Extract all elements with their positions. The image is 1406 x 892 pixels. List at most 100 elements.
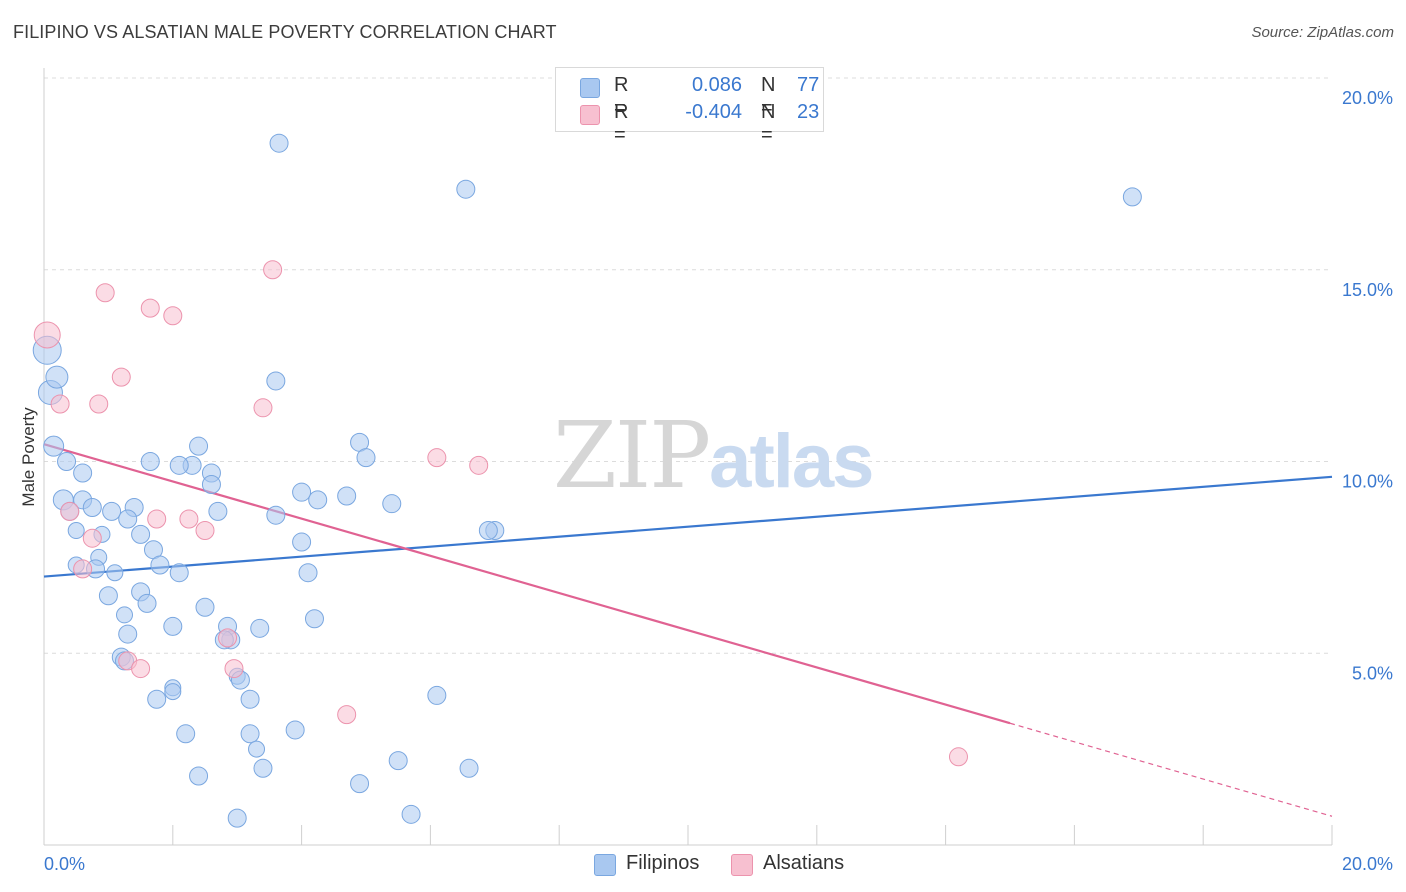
point-alsatians	[218, 628, 238, 648]
point-alsatians	[111, 367, 131, 387]
point-alsatians	[163, 306, 183, 326]
point-filipinos	[176, 724, 196, 744]
y-tick-label: 15.0%	[1342, 280, 1393, 300]
point-filipinos	[478, 521, 498, 541]
point-alsatians	[263, 260, 283, 280]
point-filipinos	[337, 486, 357, 506]
r-label: R =	[614, 101, 629, 146]
point-alsatians	[95, 283, 115, 303]
point-filipinos	[401, 804, 421, 824]
point-filipinos	[266, 371, 286, 391]
point-filipinos	[427, 685, 447, 705]
point-filipinos	[1122, 187, 1142, 207]
point-alsatians	[60, 501, 80, 521]
point-filipinos	[248, 740, 266, 758]
legend-swatch-filipinos	[594, 854, 616, 876]
r-value: 0.086	[691, 74, 742, 96]
point-filipinos	[131, 524, 151, 544]
watermark-atlas: atlas	[709, 419, 874, 504]
watermark: ZIPatlas	[553, 402, 874, 509]
point-filipinos	[140, 452, 160, 471]
point-alsatians	[33, 321, 61, 349]
stats-box: R = 0.086 N = 77 R = -0.404 N = 23	[555, 67, 824, 146]
point-filipinos	[150, 555, 170, 575]
point-filipinos	[118, 509, 138, 529]
n-value: 77	[797, 74, 820, 96]
point-filipinos	[102, 501, 122, 521]
point-alsatians	[253, 398, 273, 418]
point-filipinos	[382, 494, 402, 514]
point-alsatians	[195, 521, 215, 541]
point-alsatians	[89, 394, 109, 414]
point-filipinos	[163, 616, 183, 636]
trend-line-alsatians-extrapolated	[1009, 722, 1333, 817]
trend-line-filipinos	[43, 475, 1333, 578]
legend-label: Alsatians	[763, 852, 845, 874]
point-alsatians	[131, 659, 151, 679]
point-filipinos	[98, 586, 118, 606]
n-label: N =	[761, 101, 776, 146]
point-filipinos	[169, 455, 189, 475]
point-filipinos	[195, 597, 215, 617]
point-filipinos	[456, 179, 476, 199]
point-filipinos	[169, 563, 189, 583]
point-filipinos	[356, 448, 376, 468]
n-value: 23	[797, 101, 820, 123]
point-alsatians	[140, 298, 160, 318]
y-tick-label: 10.0%	[1342, 472, 1393, 492]
point-alsatians	[50, 394, 70, 414]
point-alsatians	[147, 509, 167, 529]
r-label: R =	[614, 74, 629, 119]
watermark-zip: ZIP	[553, 402, 711, 509]
point-filipinos	[240, 724, 260, 744]
point-alsatians	[948, 747, 968, 767]
point-filipinos	[459, 758, 479, 778]
point-alsatians	[427, 448, 447, 468]
r-value: -0.404	[685, 101, 742, 123]
point-filipinos	[67, 522, 85, 540]
point-alsatians	[469, 455, 489, 475]
point-filipinos	[106, 564, 124, 582]
y-axis-label: Male Poverty	[19, 407, 38, 507]
point-alsatians	[337, 705, 357, 725]
point-filipinos	[285, 720, 305, 740]
data-points	[32, 133, 1142, 828]
point-filipinos	[292, 532, 312, 552]
point-filipinos	[292, 482, 312, 502]
x-tick-label: 20.0%	[1342, 854, 1393, 874]
point-filipinos	[116, 606, 133, 624]
legend-swatch-alsatians	[731, 854, 753, 876]
tick-labels: 5.0% 10.0% 15.0% 20.0% 0.0% 20.0%	[44, 88, 1393, 874]
point-filipinos	[57, 452, 77, 471]
point-filipinos	[82, 498, 102, 518]
chart-source: Source: ZipAtlas.com	[1251, 24, 1394, 41]
point-filipinos	[164, 683, 182, 701]
point-filipinos	[308, 490, 328, 510]
point-filipinos	[189, 766, 209, 786]
n-label: N =	[761, 74, 776, 119]
point-alsatians	[82, 528, 102, 548]
point-filipinos	[189, 436, 209, 456]
point-filipinos	[253, 758, 273, 778]
point-filipinos	[201, 475, 221, 495]
point-filipinos	[350, 774, 370, 794]
point-filipinos	[43, 435, 65, 457]
point-filipinos	[250, 618, 270, 638]
point-filipinos	[227, 808, 247, 828]
point-alsatians	[224, 659, 244, 679]
point-filipinos	[208, 501, 228, 521]
point-filipinos	[45, 365, 69, 389]
axes	[43, 68, 1333, 846]
point-filipinos	[240, 689, 260, 709]
point-filipinos	[147, 689, 167, 709]
legend-label: Filipinos	[626, 852, 700, 874]
point-alsatians	[73, 559, 93, 579]
gridlines	[44, 77, 1332, 654]
point-filipinos	[118, 624, 138, 644]
point-filipinos	[137, 593, 157, 613]
point-filipinos	[266, 505, 286, 525]
point-filipinos	[388, 751, 408, 771]
point-filipinos	[269, 133, 289, 153]
y-tick-label: 20.0%	[1342, 88, 1393, 108]
point-alsatians	[179, 509, 199, 529]
